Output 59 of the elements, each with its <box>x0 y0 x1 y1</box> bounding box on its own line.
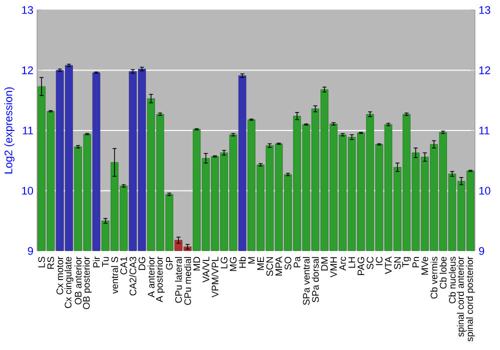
x-tick-label: MVe <box>422 256 428 275</box>
y-tick-label: 13 <box>22 6 33 14</box>
x-tick-label: SPa ventral <box>302 257 310 305</box>
x-tick-label: PAG <box>358 257 364 275</box>
x-tick-label: SCN <box>266 257 274 276</box>
x-tick-label: IC <box>376 256 383 266</box>
x-tick-label: MD <box>193 256 200 270</box>
x-tick-label: ventral S <box>111 256 118 294</box>
y-tick-label: 10 <box>22 186 34 195</box>
x-tick-label: MG <box>230 257 237 271</box>
x-tick-label: Cb lobe <box>440 256 447 289</box>
y-tick-label: 12 <box>22 66 33 74</box>
x-tick-label: Cx cingulate <box>64 256 74 308</box>
x-tick-label: GP <box>166 256 173 270</box>
x-tick-label: LH <box>348 257 356 268</box>
x-tick-label: SO <box>284 256 292 270</box>
x-tick-label: LS <box>38 256 45 268</box>
x-tick-label: SN <box>394 257 401 270</box>
x-tick-label: VPM/VPL <box>211 256 218 298</box>
x-tick-label: VTA <box>385 256 392 274</box>
x-tick-label: Cb nucleus <box>448 256 456 304</box>
x-tick-label: VA/VL <box>202 256 210 283</box>
x-tick-label: DG <box>138 257 146 270</box>
x-tick-label: SC <box>366 256 374 270</box>
x-tick-label: SPa dorsal <box>312 257 319 302</box>
x-tick-label: spinal cord anterior <box>456 256 466 337</box>
y2-tick-label: 11 <box>479 126 490 134</box>
x-tick-label: CPu medial <box>184 257 192 305</box>
x-tick-label: OB posterior <box>82 256 92 310</box>
y2-tick-label: 12 <box>479 66 490 74</box>
x-tick-label: DM <box>321 257 328 270</box>
x-tick-label: ME <box>257 256 264 270</box>
x-tick-label: RS <box>47 256 54 269</box>
x-tick-label: Hb <box>238 256 246 268</box>
x-tick-label: LG <box>220 257 228 268</box>
x-tick-label: Pir <box>92 256 100 268</box>
x-tick-label: Pa <box>294 256 300 268</box>
y2-tick-label: 9 <box>479 247 484 255</box>
x-tick-label: M <box>248 257 255 264</box>
x-tick-label: CA2/CA3 <box>129 256 136 296</box>
x-tick-label: OB anterior <box>74 256 82 304</box>
x-tick-label: MPA <box>276 256 282 276</box>
x-tick-label: A anterior <box>148 256 155 298</box>
x-tick-label: Tg <box>402 257 411 268</box>
x-tick-label: Tu <box>102 257 109 267</box>
y-tick-label: 9 <box>28 247 33 255</box>
x-tick-label: VMH <box>330 257 337 278</box>
y-tick-label: 11 <box>22 126 33 134</box>
x-tick-label: Cx motor <box>56 256 64 294</box>
x-tick-label: Pn <box>412 257 419 268</box>
x-tick-label: CA1 <box>120 256 128 274</box>
y2-tick-label: 13 <box>479 6 490 14</box>
x-tick-label: CPu lateral <box>174 257 182 303</box>
y-axis-title: Log2 (expression) <box>4 87 14 174</box>
x-tick-label: spinal cord posterior <box>466 256 475 342</box>
x-tick-label: A posterior <box>156 256 165 302</box>
y2-tick-label: 10 <box>479 186 490 195</box>
x-tick-label: Arc <box>339 256 346 271</box>
x-tick-label: Cb vermis <box>430 256 438 299</box>
